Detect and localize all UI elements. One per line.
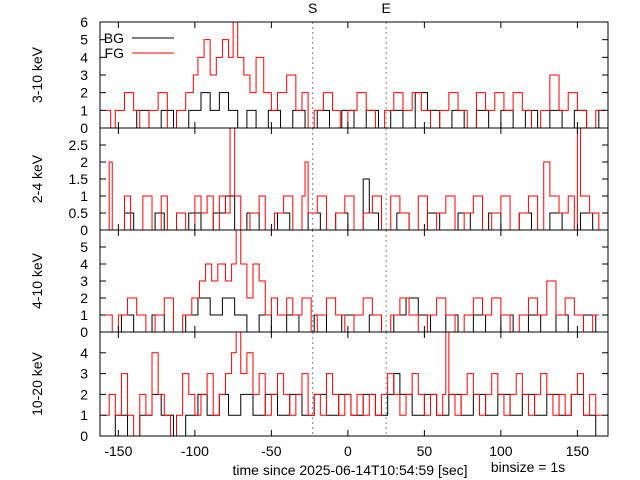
x-tick-label: -150 — [104, 443, 132, 459]
y-tick-label: 4 — [80, 345, 88, 361]
x-axis: time since 2025-06-14T10:54:59 [sec] bin… — [104, 0, 589, 478]
y-tick-label: 3 — [80, 67, 88, 83]
y-tick-label: 5 — [80, 32, 88, 48]
y-tick-label: 2 — [80, 386, 88, 402]
y-tick-label: 2 — [80, 85, 88, 101]
x-tick-label: 50 — [417, 443, 433, 459]
x-tick-label: 0 — [344, 443, 352, 459]
fg-series-line — [106, 229, 599, 333]
y-tick-label: 3 — [80, 366, 88, 382]
fg-series-line — [106, 21, 602, 129]
y-tick-label: 2 — [80, 290, 88, 306]
y-tick-label: 2 — [80, 154, 88, 170]
y-tick-label: 0 — [80, 120, 88, 136]
y-tick-label: 1 — [80, 307, 88, 323]
y-tick-label: 5 — [80, 239, 88, 255]
fg-series-line — [103, 331, 602, 437]
y-tick-label: 0 — [80, 324, 88, 340]
x-tick-label: 100 — [489, 443, 513, 459]
x-tick-label: -50 — [261, 443, 281, 459]
y-tick-label: 1 — [80, 188, 88, 204]
marker-label-e: E — [381, 0, 390, 16]
y-tick-label: 4 — [80, 256, 88, 272]
marker-label-s: S — [308, 0, 317, 16]
y-tick-label: 1 — [80, 102, 88, 118]
bg-series-line — [106, 178, 599, 231]
panel-2: 00.511.522.5 2-4 keV — [29, 127, 609, 238]
y-tick-label: 3 — [80, 273, 88, 289]
y-tick-label: 2.5 — [69, 137, 89, 153]
y-tick-label: 0 — [80, 222, 88, 238]
legend-label-fg: FG — [105, 45, 124, 61]
panel-frame — [99, 331, 609, 437]
y-tick-label: 4 — [80, 49, 88, 65]
y-axis-label: 3-10 keV — [29, 46, 45, 103]
y-tick-label: 0 — [80, 428, 88, 444]
y-tick-label: 6 — [80, 14, 88, 30]
fg-series-line — [103, 127, 605, 231]
y-tick-label: 0.5 — [69, 205, 89, 221]
binsize-label: binsize = 1s — [491, 459, 565, 475]
y-axis-label: 2-4 keV — [29, 154, 45, 203]
y-axis-label: 10-20 keV — [29, 351, 45, 415]
panel-4: 0 1 2 3 4 10-20 keV — [29, 331, 609, 444]
x-tick-label: 150 — [566, 443, 590, 459]
y-tick-label: 1 — [80, 407, 88, 423]
x-tick-label: -100 — [181, 443, 209, 459]
bg-series-line — [103, 373, 602, 437]
legend-label-bg: BG — [104, 30, 124, 46]
x-axis-label: time since 2025-06-14T10:54:59 [sec] — [232, 462, 467, 478]
y-tick-label: 1.5 — [69, 171, 89, 187]
y-axis-label: 4-10 keV — [29, 252, 45, 309]
